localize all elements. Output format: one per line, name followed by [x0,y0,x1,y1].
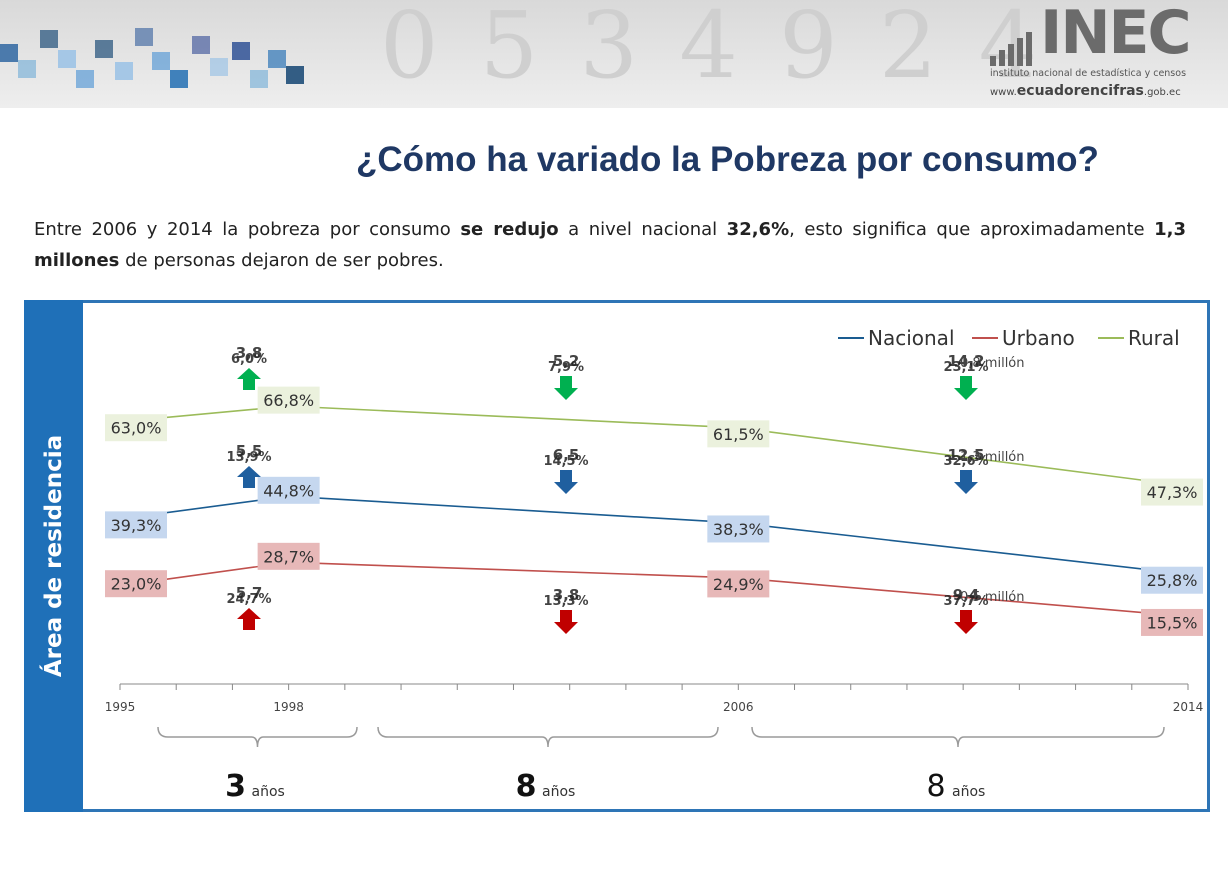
sidebar-label: Área de residencia [41,434,67,678]
sidebar-band [24,300,83,812]
mosaic-tile [135,28,153,46]
mosaic-tile [152,52,170,70]
mosaic-tile [268,50,286,68]
mosaic-tile [58,50,76,68]
mosaic-tile [0,44,18,62]
background-numbers-decoration: 0 5 3 4 9 2 4 [380,0,1044,99]
mosaic-tile [232,42,250,60]
mosaic-tile [192,36,210,54]
header-banner: 0 5 3 4 9 2 4 INEC instituto nacional de… [0,0,1228,108]
mosaic-tile [95,40,113,58]
logo-subtitle: instituto nacional de estadística y cens… [990,68,1187,79]
logo-wordmark: INEC [1040,0,1192,68]
mosaic-tile [115,62,133,80]
mosaic-tile [170,70,188,88]
mosaic-tile [250,70,268,88]
logo-website: www.ecuadorencifras.gob.ec [990,83,1181,99]
mosaic-tile [76,70,94,88]
page-title: ¿Cómo ha variado la Pobreza por consumo? [356,140,1099,179]
chart-frame [24,300,1210,812]
mosaic-tile [210,58,228,76]
bars-icon [990,32,1032,66]
mosaic-tile [286,66,304,84]
mosaic-tile [18,60,36,78]
intro-paragraph: Entre 2006 y 2014 la pobreza por consumo… [34,219,1186,271]
mosaic-tile [40,30,58,48]
inec-logo: INEC instituto nacional de estadística y… [988,0,1218,104]
